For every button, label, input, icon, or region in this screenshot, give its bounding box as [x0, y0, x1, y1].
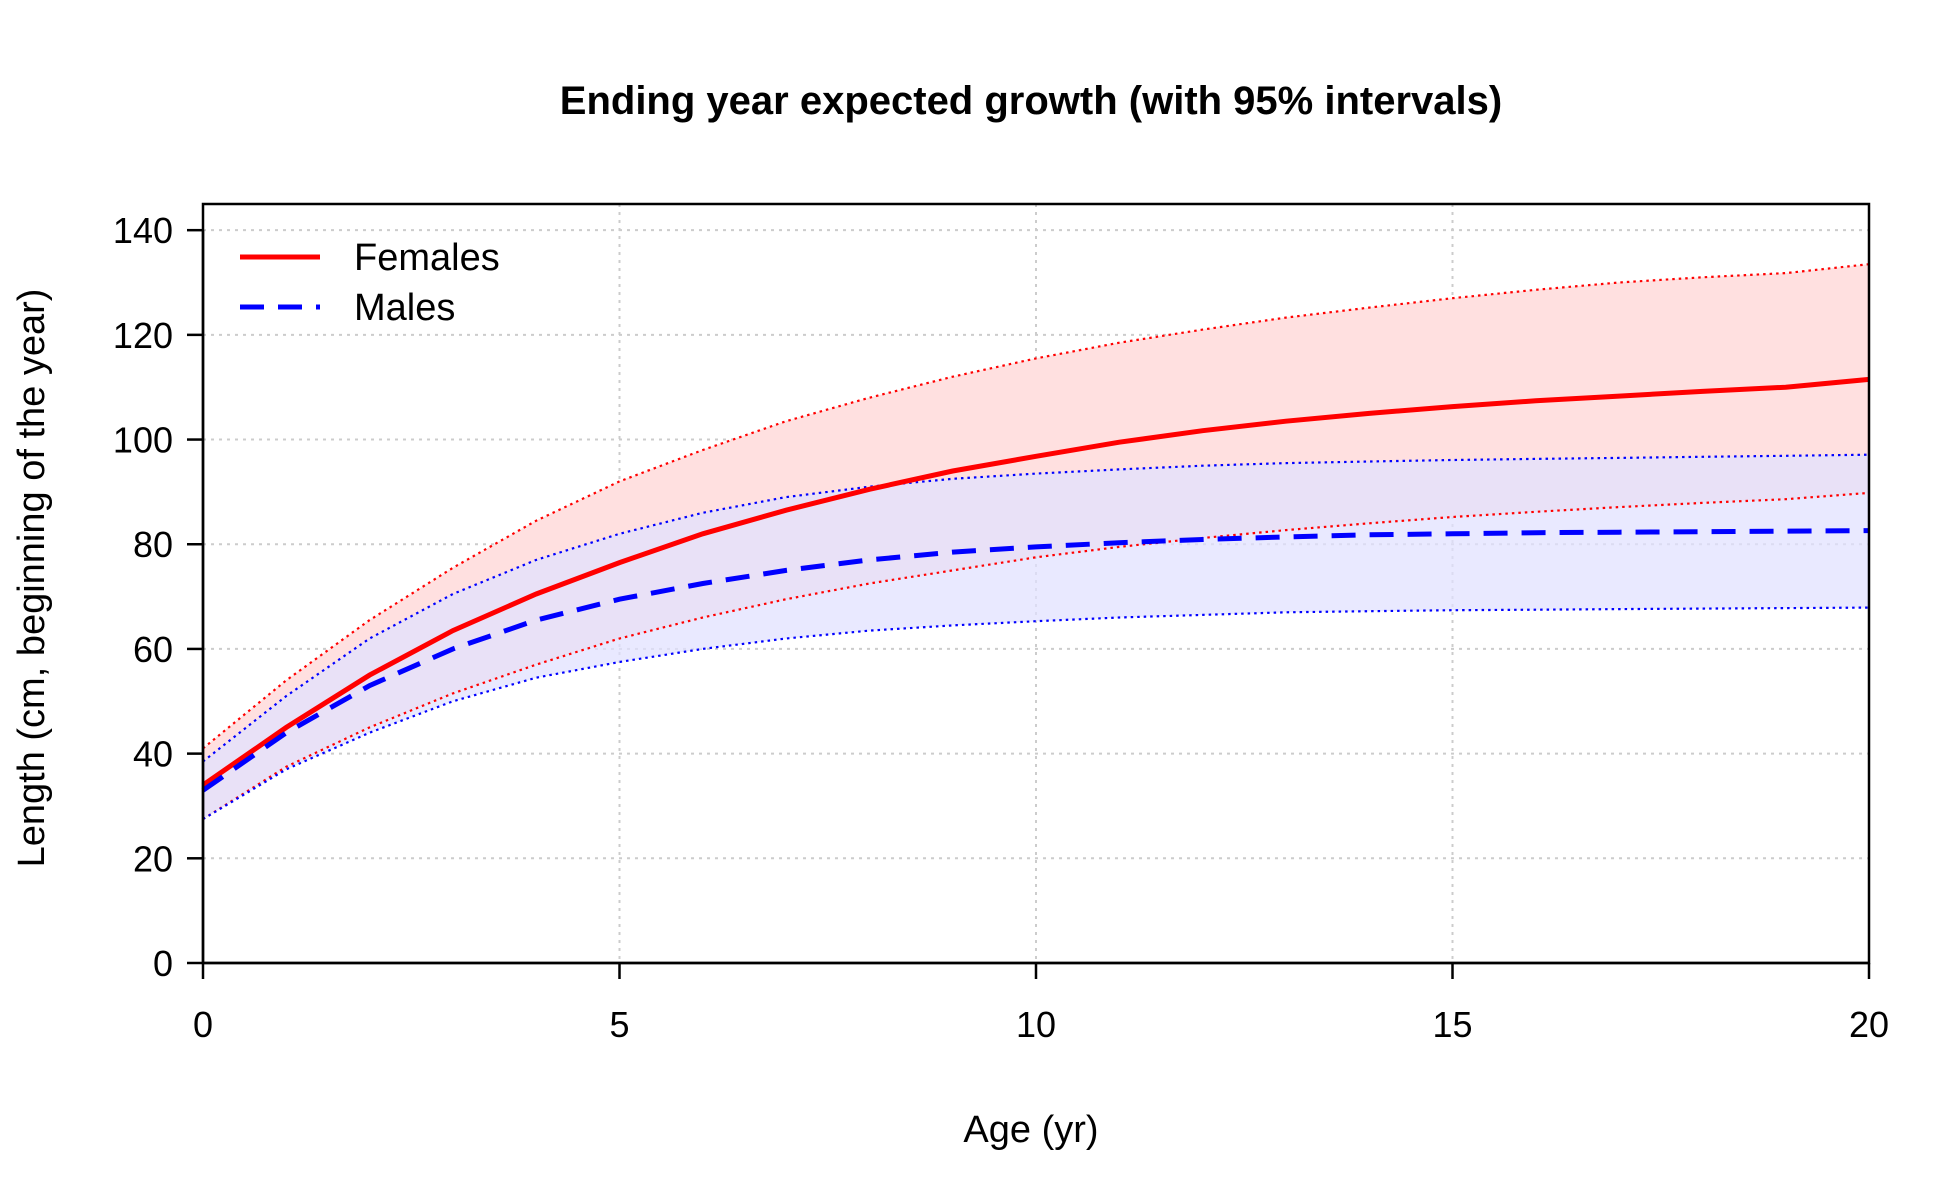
y-tick-label: 80 — [133, 524, 173, 565]
legend: Females Males — [240, 237, 500, 329]
y-axis: 0 20 40 60 80 100 120 140 — [113, 210, 205, 984]
interval-bounds — [202, 263, 1870, 821]
chart-title: Ending year expected growth (with 95% in… — [560, 79, 1502, 123]
x-tick-label: 10 — [1016, 1004, 1056, 1045]
y-tick-label: 20 — [133, 838, 173, 879]
y-tick-label: 60 — [133, 629, 173, 670]
line-males — [201, 528, 1870, 793]
y-tick-label: 0 — [153, 943, 173, 984]
x-axis: 0 5 10 15 20 — [193, 961, 1889, 1045]
confidence-bands — [203, 264, 1869, 820]
females-lower-bound — [202, 491, 1870, 821]
band-males — [203, 454, 1869, 820]
females-upper-bound — [202, 263, 1870, 750]
x-tick-label: 5 — [609, 1004, 629, 1045]
y-tick-label: 140 — [113, 210, 173, 251]
line-females — [201, 376, 1870, 788]
x-tick-label: 15 — [1432, 1004, 1472, 1045]
series-lines — [201, 376, 1870, 793]
x-tick-label: 0 — [193, 1004, 213, 1045]
y-tick-label: 40 — [133, 734, 173, 775]
y-axis-label: Length (cm, beginning of the year) — [11, 289, 53, 868]
x-tick-label: 20 — [1849, 1004, 1889, 1045]
legend-label-males: Males — [354, 287, 455, 329]
y-tick-label: 120 — [113, 315, 173, 356]
legend-label-females: Females — [354, 237, 500, 279]
males-lower-bound — [202, 606, 1870, 821]
y-tick-label: 100 — [113, 420, 173, 461]
x-axis-label: Age (yr) — [963, 1109, 1098, 1151]
males-upper-bound — [202, 453, 1870, 763]
